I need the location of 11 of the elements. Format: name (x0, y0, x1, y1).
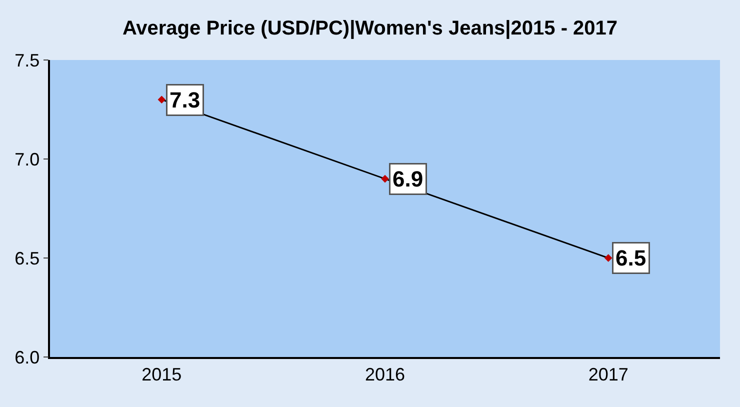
x-tick-label: 2016 (364, 364, 406, 384)
data-label: 6.5 (616, 246, 646, 270)
y-tick-label: 6.0 (14, 347, 40, 368)
x-tick-label: 2017 (588, 364, 628, 384)
y-tick-label: 6.5 (14, 248, 40, 268)
data-label: 6.9 (392, 166, 424, 192)
chart-title: Average Price (USD/PC)|Women's Jeans|2015 - 2017 (122, 17, 618, 40)
y-tick-label: 7.0 (14, 149, 40, 170)
x-tick-label: 2015 (142, 364, 182, 384)
data-label: 7.3 (170, 88, 200, 112)
y-tick-label: 7.5 (14, 50, 40, 70)
